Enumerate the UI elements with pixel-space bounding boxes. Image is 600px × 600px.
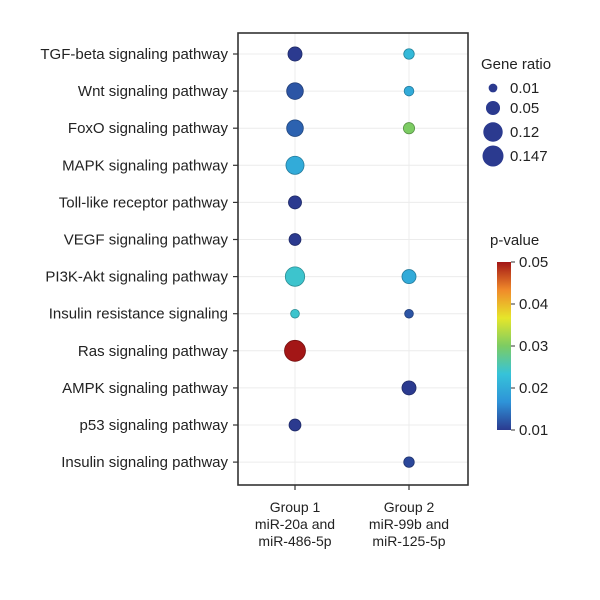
data-point xyxy=(284,339,306,362)
y-axis-labels: TGF-beta signaling pathway Wnt signaling … xyxy=(40,46,238,471)
size-legend-label: 0.12 xyxy=(510,124,539,141)
p-value-tick-label: 0.01 xyxy=(519,422,548,439)
pathway-label: p53 signaling pathway xyxy=(80,417,229,434)
pathway-label: PI3K-Akt signaling pathway xyxy=(45,269,228,286)
data-point xyxy=(404,308,414,319)
size-legend-dot xyxy=(483,122,503,142)
size-legend-label: 0.01 xyxy=(510,80,539,97)
plot-frame xyxy=(237,32,469,486)
data-point xyxy=(290,308,300,319)
group-label: miR-99b and xyxy=(369,516,449,532)
data-point xyxy=(284,266,306,287)
size-legend-dot xyxy=(488,83,498,93)
pathway-label: TGF-beta signaling pathway xyxy=(40,46,228,63)
data-point xyxy=(286,119,304,137)
p-value-colorbar xyxy=(497,262,511,430)
p-value-tick-label: 0.05 xyxy=(519,254,548,271)
data-point xyxy=(403,456,415,468)
pathway-label: Insulin signaling pathway xyxy=(61,454,228,471)
pathway-label: Wnt signaling pathway xyxy=(78,83,229,100)
data-point xyxy=(403,48,415,60)
data-point xyxy=(286,82,304,100)
pathway-label: Toll-like receptor pathway xyxy=(59,194,229,211)
size-legend-label: 0.05 xyxy=(510,100,539,117)
data-point xyxy=(403,85,415,97)
pathway-label: VEGF signaling pathway xyxy=(64,232,229,249)
grid xyxy=(238,33,468,485)
pathway-label: MAPK signaling pathway xyxy=(62,157,228,174)
data-point xyxy=(288,233,302,246)
p-value-tick-label: 0.04 xyxy=(519,296,548,313)
group-label: miR-125-5p xyxy=(372,533,445,549)
pathway-label: Insulin resistance signaling xyxy=(49,306,228,323)
pathway-label: FoxO signaling pathway xyxy=(68,120,229,137)
size-legend-dot xyxy=(482,145,504,167)
group-label: miR-486-5p xyxy=(258,533,331,549)
pathway-label: AMPK signaling pathway xyxy=(62,380,228,397)
size-legend-dot xyxy=(485,100,501,116)
data-point xyxy=(402,122,416,135)
p-value-legend: p-value 0.05 0.04 0.03 0.02 0.01 xyxy=(490,232,548,439)
data-point xyxy=(401,380,417,396)
group-label: miR-20a and xyxy=(255,516,335,532)
p-value-tick-label: 0.02 xyxy=(519,380,548,397)
group-label: Group 2 xyxy=(384,499,435,515)
data-point xyxy=(285,155,305,175)
data-point xyxy=(287,46,303,62)
gene-ratio-legend: Gene ratio 0.01 0.05 0.12 0.147 xyxy=(481,56,551,167)
size-legend-label: 0.147 xyxy=(510,148,548,165)
pathway-label: Ras signaling pathway xyxy=(78,343,229,360)
data-point xyxy=(288,418,302,432)
data-points xyxy=(284,46,417,468)
data-point xyxy=(288,195,302,210)
gene-ratio-legend-title: Gene ratio xyxy=(481,56,551,73)
p-value-legend-title: p-value xyxy=(490,232,539,249)
p-value-tick-label: 0.03 xyxy=(519,338,548,355)
group-label: Group 1 xyxy=(270,499,321,515)
data-point xyxy=(401,269,417,285)
